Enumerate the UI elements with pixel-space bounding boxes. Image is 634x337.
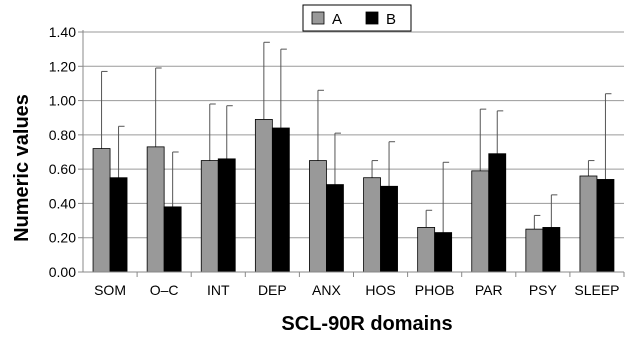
bar-B-8: [542, 227, 561, 273]
x-tick-label: PSY: [529, 282, 558, 298]
x-tick-label: PHOB: [415, 282, 455, 298]
bar-B-2: [217, 158, 236, 273]
bar-A-3: [254, 119, 273, 273]
x-tick-label: SOM: [94, 282, 126, 298]
y-tick-label: 0.00: [49, 264, 76, 280]
x-tick-label: DEP: [258, 282, 287, 298]
bar-A-6: [417, 227, 436, 273]
bar-B-3: [271, 127, 290, 273]
x-axis-title: SCL-90R domains: [281, 313, 452, 335]
y-axis-title: Numeric values: [11, 94, 33, 242]
bar-B-5: [380, 185, 398, 273]
legend-label-A: A: [332, 11, 342, 28]
error-bars: [101, 41, 612, 233]
x-tick-label: PAR: [475, 282, 503, 298]
bar-B-0: [109, 177, 128, 273]
bar-A-0: [92, 148, 111, 273]
legend-swatch-B: [365, 11, 379, 25]
bar-A-2: [200, 160, 219, 273]
bar-A-1: [146, 146, 165, 273]
x-tick-label: HOS: [365, 282, 395, 298]
x-tick-label: SLEEP: [574, 282, 619, 298]
y-tick-label: 1.20: [49, 58, 76, 74]
bar-A-4: [309, 160, 327, 273]
y-tick-label: 1.00: [49, 93, 76, 109]
bar-B-9: [596, 179, 615, 273]
legend-box: [302, 4, 412, 32]
bar-B-6: [434, 232, 453, 273]
legend-swatch-A: [311, 11, 325, 25]
bar-B-7: [488, 153, 507, 273]
y-tick-label: 0.60: [49, 161, 76, 177]
x-tick-label: INT: [207, 282, 230, 298]
bar-A-9: [579, 175, 598, 273]
bars: [92, 119, 615, 273]
y-tick-label: 0.80: [49, 127, 76, 143]
bar-B-1: [163, 206, 182, 273]
x-tick-label: O–C: [150, 282, 179, 298]
x-axis-ticks: SOM O–C INT DEP ANX HOS PHOB PAR PSY SLEEP: [94, 272, 625, 298]
legend-label-B: B: [386, 11, 396, 28]
grid-lines: [83, 31, 624, 239]
y-tick-label: 0.20: [49, 230, 76, 246]
bar-A-8: [525, 228, 544, 273]
y-tick-label: 0.40: [49, 195, 76, 211]
y-tick-label: 1.40: [49, 24, 76, 40]
y-axis-ticks: 0.00 0.20 0.40 0.60 0.80 1.00 1.20 1.40: [49, 24, 83, 280]
x-tick-label: ANX: [312, 282, 341, 298]
bar-A-7: [471, 170, 490, 273]
bar-B-4: [326, 184, 344, 273]
bar-A-5: [363, 177, 381, 273]
